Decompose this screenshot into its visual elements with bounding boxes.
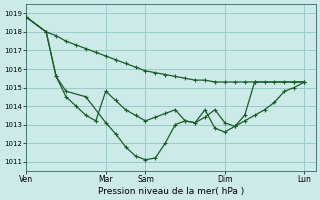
X-axis label: Pression niveau de la mer( hPa ): Pression niveau de la mer( hPa ) — [98, 187, 244, 196]
